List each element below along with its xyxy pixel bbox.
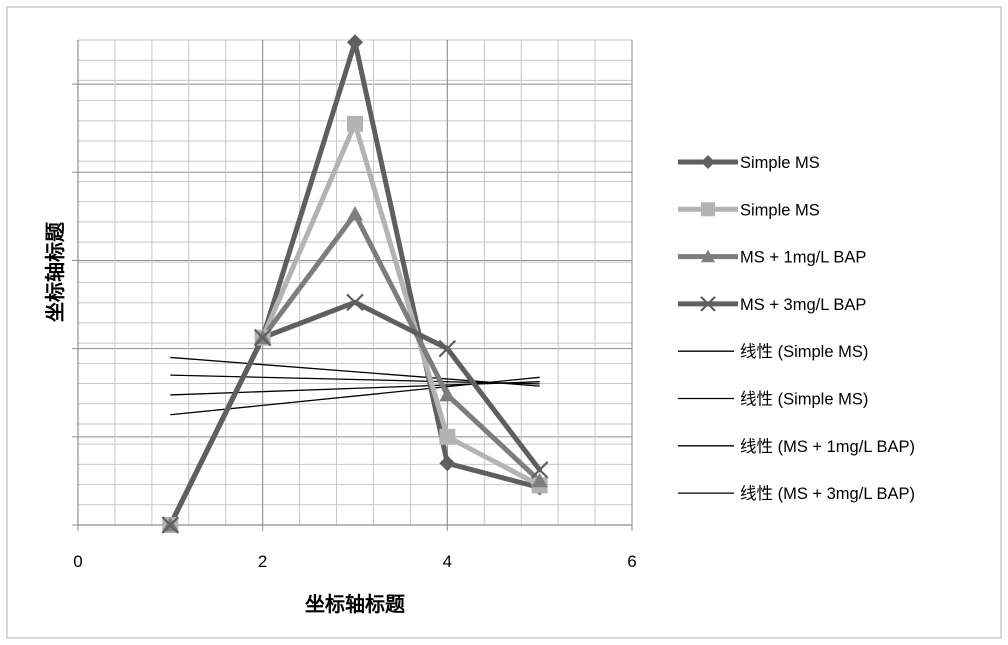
- data-point: [347, 115, 363, 132]
- data-point: [347, 34, 363, 51]
- legend-marker: [700, 296, 716, 312]
- data-point: [439, 386, 456, 402]
- data-point: [438, 339, 457, 358]
- legend-marker: [701, 155, 715, 169]
- legend-entry: MS + 3mg/L BAP: [678, 296, 866, 314]
- legend-entry: Simple MS: [678, 201, 820, 219]
- trendline: [170, 374, 540, 385]
- x-marker-stroke: [161, 516, 180, 534]
- legend-entry: Simple MS: [678, 154, 820, 172]
- legend-entry: 线性 (MS + 3mg/L BAP): [678, 484, 915, 503]
- legend-label: MS + 1mg/L BAP: [740, 249, 866, 267]
- x-tick-label: 2: [258, 552, 267, 571]
- legend-label: MS + 3mg/L BAP: [740, 296, 866, 314]
- trendline: [170, 376, 540, 416]
- chart-border: [6, 6, 1002, 639]
- legend-label: Simple MS: [740, 201, 820, 219]
- legend-label: 线性 (MS + 1mg/L BAP): [740, 437, 915, 456]
- legend-marker: [701, 249, 715, 263]
- trendline: [170, 356, 540, 387]
- data-point: [346, 293, 364, 312]
- data-point: [439, 428, 456, 445]
- x-marker-stroke: [700, 296, 716, 312]
- legend-entry: MS + 1mg/L BAP: [678, 249, 866, 267]
- legend-label: 线性 (MS + 3mg/L BAP): [740, 484, 915, 503]
- legend-entry: 线性 (Simple MS): [678, 342, 868, 361]
- x-marker-stroke: [253, 328, 272, 347]
- legend-marker: [701, 202, 715, 217]
- data-point: [347, 206, 363, 221]
- x-tick-label: 0: [73, 552, 82, 571]
- legend-label: Simple MS: [740, 154, 820, 172]
- data-point: [253, 328, 272, 347]
- data-point: [161, 516, 180, 534]
- x-tick-label: 6: [627, 552, 636, 571]
- data-point: [439, 455, 456, 472]
- legend-entry: 线性 (MS + 1mg/L BAP): [678, 437, 915, 456]
- y-axis-title: 坐标轴标题: [43, 221, 67, 322]
- x-marker-stroke: [346, 293, 364, 312]
- data-point: [530, 461, 549, 479]
- data-point: [531, 472, 548, 488]
- x-axis-title: 坐标轴标题: [305, 592, 406, 616]
- x-marker-stroke: [438, 339, 457, 358]
- legend-label: 线性 (Simple MS): [740, 390, 868, 409]
- x-marker-stroke: [530, 461, 549, 479]
- x-tick-label: 4: [443, 552, 452, 571]
- legend-label: 线性 (Simple MS): [740, 342, 868, 361]
- legend-entry: 线性 (Simple MS): [678, 390, 868, 409]
